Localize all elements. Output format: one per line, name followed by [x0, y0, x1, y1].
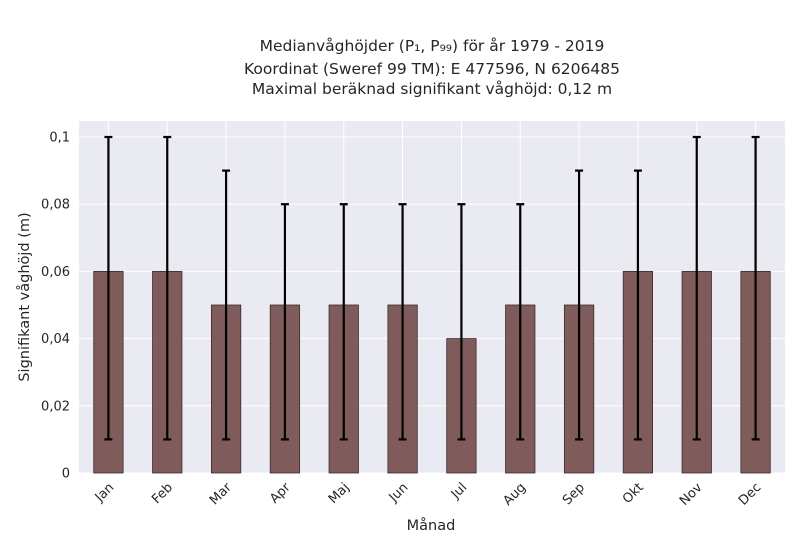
y-tick-label: 0,08 [41, 198, 70, 213]
error-bars [104, 135, 760, 441]
error-bar-sep [575, 169, 584, 441]
chart-title: Medianvåghöjder (P₁, P₉₉) för år 1979 - … [244, 37, 620, 98]
x-tick-label: Sep [560, 480, 588, 508]
error-bar-aug [516, 203, 525, 441]
x-tick-label: Apr [267, 480, 294, 507]
x-tick-label: Nov [677, 480, 706, 509]
y-tick-label: 0,02 [41, 399, 70, 414]
x-tick-label: Jul [448, 480, 470, 502]
error-bar-mar [222, 169, 231, 441]
plot-area [79, 121, 785, 473]
error-bar-nov [692, 135, 701, 441]
y-axis-ticks: 0 0,02 0,04 0,06 0,08 0,1 [41, 131, 70, 482]
x-tick-label: Jan [92, 480, 117, 505]
x-tick-label: Mar [207, 480, 235, 508]
x-tick-label: Feb [149, 480, 176, 507]
error-bar-dec [751, 135, 760, 441]
title-line-2: Koordinat (Sweref 99 TM): E 477596, N 62… [244, 60, 620, 78]
x-axis-ticks: Jan Feb Mar Apr Maj Jun Jul Aug Sep Okt Nov Dec [92, 480, 765, 509]
x-tick-label: Jun [386, 480, 412, 506]
x-tick-label: Maj [326, 480, 353, 507]
y-tick-label: 0 [62, 467, 70, 482]
x-axis-label: Månad [407, 517, 456, 534]
y-tick-label: 0,06 [41, 265, 70, 280]
error-bar-okt [633, 169, 642, 441]
error-bar-jan [104, 135, 113, 441]
title-line-3: Maximal beräknad signifikant våghöjd: 0,… [252, 80, 612, 98]
error-bar-jul [457, 203, 466, 441]
x-tick-label: Dec [736, 480, 764, 508]
y-tick-label: 0,04 [41, 332, 70, 347]
y-axis-label: Signifikant våghöjd (m) [16, 212, 33, 381]
title-line-1: Medianvåghöjder (P₁, P₉₉) för år 1979 - … [260, 37, 605, 55]
y-tick-label: 0,1 [49, 131, 70, 146]
x-tick-label: Okt [620, 480, 647, 507]
error-bar-jun [398, 203, 407, 441]
error-bar-apr [280, 203, 289, 441]
error-bar-feb [163, 135, 172, 441]
x-tick-label: Aug [501, 480, 530, 509]
error-bar-maj [339, 203, 348, 441]
